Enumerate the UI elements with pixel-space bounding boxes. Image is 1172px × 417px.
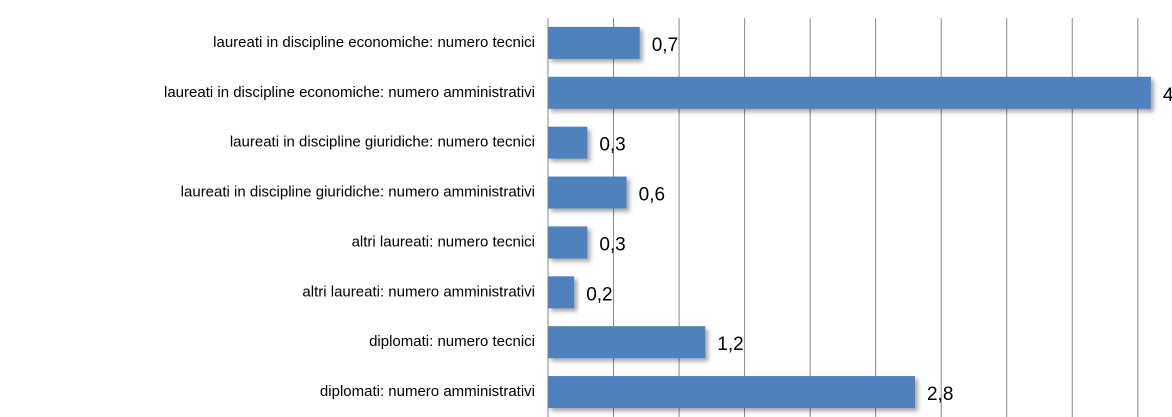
bar [548,26,640,59]
bar [548,76,1151,109]
value-label: 1,2 [717,334,743,355]
category-label: laureati in discipline economiche: numer… [213,34,535,51]
bar [548,326,706,359]
category-label: laureati in discipline giuridiche: numer… [230,134,535,151]
category-label: altri laureati: numero tecnici [352,233,535,250]
value-label: 0,6 [639,185,665,206]
category-label: altri laureati: numero amministrativi [302,283,535,300]
value-label: 0,7 [652,35,678,56]
value-label: 2,8 [927,384,953,405]
category-label: laureati in discipline giuridiche: numer… [181,184,535,201]
value-label: 0,3 [599,234,625,255]
value-label: 0,3 [599,135,625,156]
bar [548,376,915,409]
bar [548,176,627,209]
value-label: 4,6 [1163,85,1172,106]
bar [548,276,575,309]
category-label: laureati in discipline economiche: numer… [164,84,535,101]
category-label: diplomati: numero amministrativi [320,383,535,400]
value-label: 0,2 [586,284,612,305]
bar [548,226,588,259]
category-label: diplomati: numero tecnici [369,333,535,350]
bar [548,126,588,159]
